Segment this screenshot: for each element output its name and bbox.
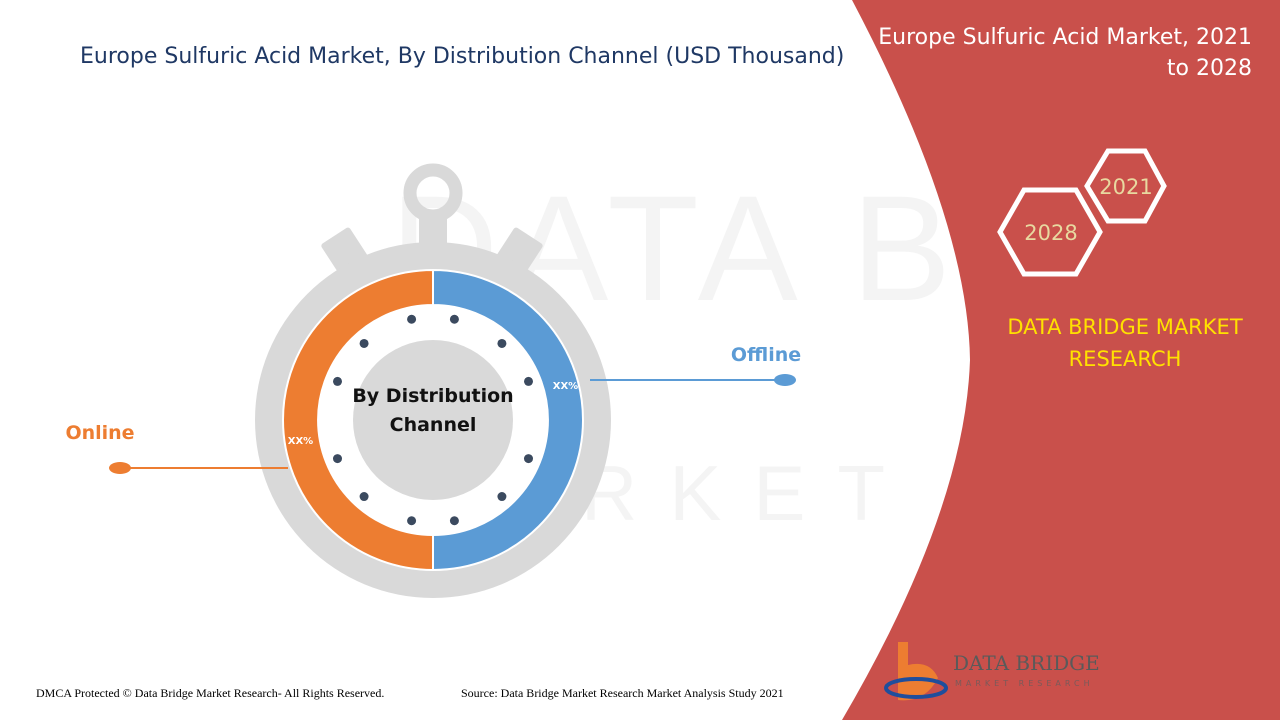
dial-dot [407, 314, 417, 324]
page-title: Europe Sulfuric Acid Market, By Distribu… [80, 44, 845, 69]
data-label-online: XX% [288, 436, 313, 447]
logo-name: DATA BRIDGE [953, 651, 1100, 675]
dial-dot [333, 376, 343, 386]
dial-dot [359, 338, 369, 348]
dial-dot [497, 338, 507, 348]
side-panel-title: Europe Sulfuric Acid Market, 2021 to 202… [852, 22, 1252, 84]
online-marker [109, 462, 131, 474]
side-panel-background [842, 0, 1280, 720]
center-label-line2: Channel [390, 414, 477, 436]
dial-dot [497, 492, 507, 502]
center-circle [353, 340, 513, 500]
side-panel-title-line1: Europe Sulfuric Acid Market, 2021 [878, 25, 1252, 50]
footer-source: Source: Data Bridge Market Research Mark… [461, 686, 784, 700]
dial-dot [407, 516, 417, 526]
logo-swoosh-icon [884, 677, 948, 699]
side-panel-title-line2: to 2028 [1166, 56, 1252, 81]
dial-dot [449, 516, 459, 526]
dial-dot [523, 454, 533, 464]
dial-dot [523, 376, 533, 386]
brand-name-line2: RESEARCH [1068, 347, 1182, 371]
footer-copyright: DMCA Protected © Data Bridge Market Rese… [36, 686, 385, 700]
dial-dot [359, 492, 369, 502]
logo-tagline: MARKET RESEARCH [955, 679, 1094, 688]
data-label-offline: XX% [553, 381, 578, 392]
dial-dots [333, 314, 533, 526]
hexagon-2028-icon [997, 187, 1103, 277]
logo-icon [898, 642, 938, 701]
dial-dot [333, 454, 343, 464]
dial-dot [449, 314, 459, 324]
stopwatch-stem [419, 210, 447, 246]
callouts: Offline Online [65, 344, 801, 474]
legend-offline: Offline [731, 344, 801, 366]
hexagon-2021-label: 2021 [1099, 175, 1152, 199]
center-label-line1: By Distribution [352, 385, 513, 407]
brand-name-line1: DATA BRIDGE MARKET [1007, 315, 1243, 339]
offline-marker [774, 374, 796, 386]
hexagon-2028-label: 2028 [1024, 221, 1077, 245]
logo: DATA BRIDGE MARKET RESEARCH [884, 642, 1100, 701]
brand-name: DATA BRIDGE MARKET RESEARCH [990, 311, 1260, 375]
hexagon-2021-icon [1084, 148, 1167, 224]
legend-online: Online [65, 422, 134, 444]
